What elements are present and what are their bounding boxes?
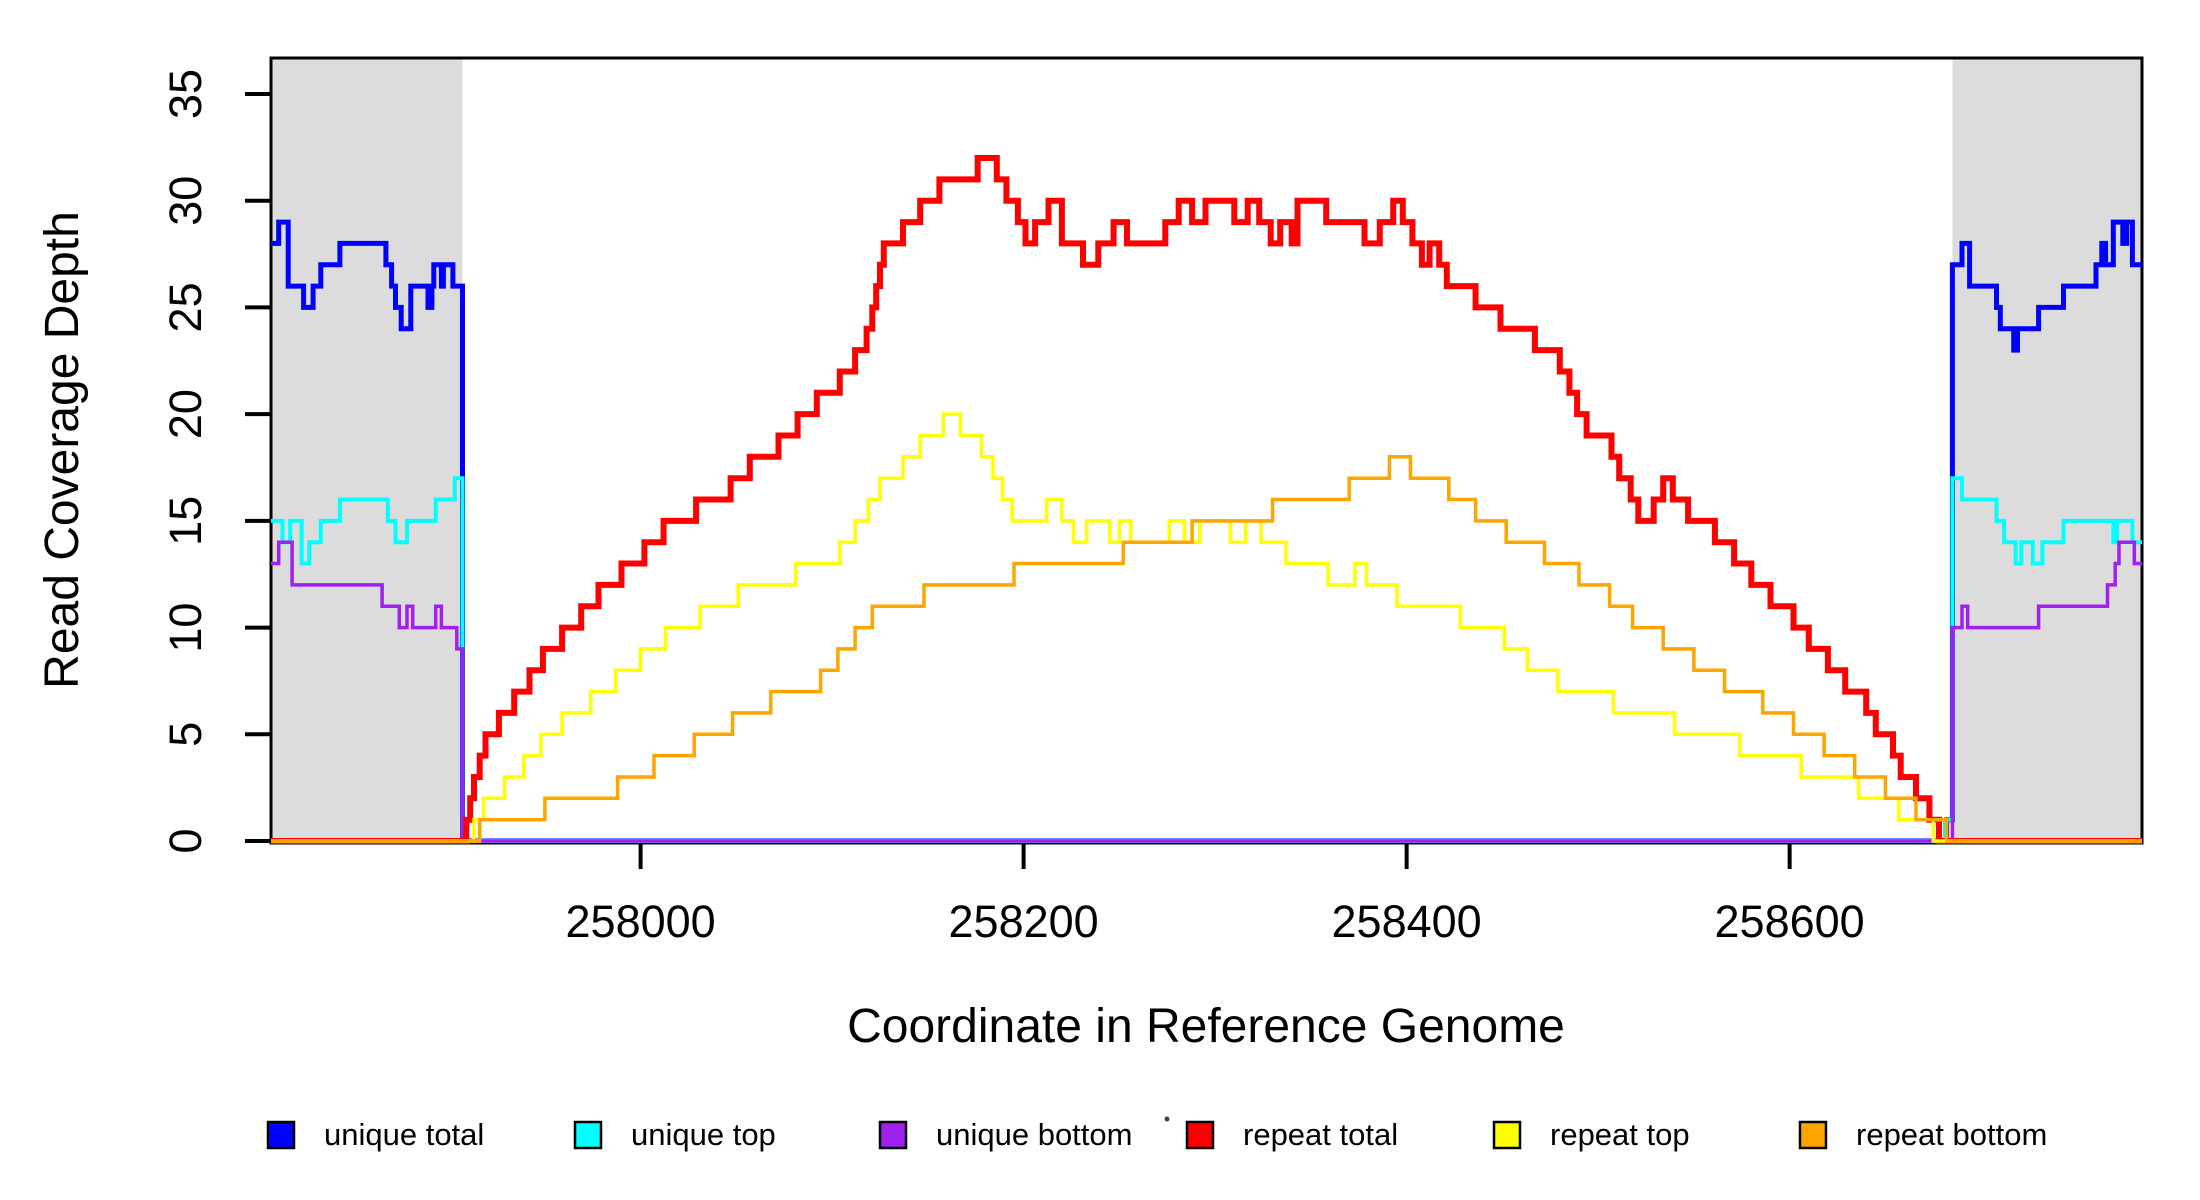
legend-label: unique total [324,1117,484,1152]
tick-labels: 258000 258200 258400 258600 0 5 10 15 20 25 30 35 [160,69,1865,947]
series-repeat-total [271,155,2142,844]
legend-swatch-unique-bottom [878,1120,908,1150]
plot-border [269,56,2144,845]
y-axis-title: Read Coverage Depth [36,211,89,689]
legend-item-unique-top: unique top [573,1117,776,1152]
y-tick-label: 25 [160,282,211,332]
legend-item-repeat-total: repeat total [1185,1117,1398,1152]
legend-swatch-unique-total [266,1120,296,1150]
legend-swatch-repeat-total [1185,1120,1215,1150]
series-unique-bottom [271,540,2142,843]
legend-item-unique-total: unique total [266,1117,484,1152]
legend-item-unique-bottom: unique bottom [878,1117,1132,1152]
legend-item-repeat-bottom: repeat bottom [1798,1117,2047,1152]
series-repeat-bottom [271,455,2142,843]
legend-label: repeat bottom [1856,1117,2047,1152]
series-unique-total [271,219,2142,844]
x-axis-title: Coordinate in Reference Genome [847,1000,1565,1053]
masked-region-right [1952,58,2142,843]
y-tick-label: 30 [160,176,211,226]
legend-label: repeat top [1550,1117,1690,1152]
y-tick-label: 10 [160,603,211,653]
legend-swatch-repeat-bottom [1798,1120,1828,1150]
x-tick-label: 258400 [1332,896,1482,947]
legend-swatch-unique-top [573,1120,603,1150]
axis-ticks [245,92,1792,869]
y-tick-label: 20 [160,389,211,439]
x-tick-label: 258200 [949,896,1099,947]
legend-swatch-repeat-top [1492,1120,1522,1150]
legend-label: repeat total [1243,1117,1398,1152]
y-tick-label: 15 [160,496,211,546]
y-tick-label: 35 [160,69,211,119]
legend: unique total unique top unique bottom repea… [266,1117,2047,1152]
series-lines [271,155,2142,844]
series-unique-top [271,476,2142,843]
x-tick-label: 258600 [1715,896,1865,947]
masked-regions [271,58,2142,843]
y-tick-label: 5 [160,722,211,747]
legend-label: unique bottom [936,1117,1132,1152]
series-repeat-top [271,412,2142,843]
y-tick-label: 0 [160,828,211,853]
legend-label: unique top [631,1117,776,1152]
legend-item-repeat-top: repeat top [1492,1117,1690,1152]
masked-region-left [271,58,463,843]
x-tick-label: 258000 [566,896,716,947]
stray-dot-artifact [1164,1116,1170,1122]
